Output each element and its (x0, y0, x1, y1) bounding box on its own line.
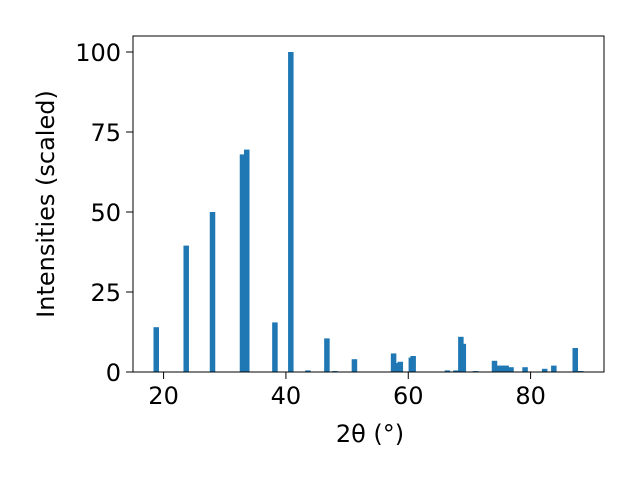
bar (522, 367, 528, 372)
bar (410, 356, 416, 372)
x-axis-label: 2θ (°) (336, 420, 404, 448)
bar (209, 212, 216, 372)
bar (244, 149, 250, 372)
bar (397, 361, 404, 372)
bar (495, 365, 501, 372)
plot-frame (132, 35, 605, 373)
bar (272, 322, 278, 372)
x-tick-label: 80 (515, 382, 546, 410)
bar (508, 367, 514, 372)
y-tick-label: 75 (90, 119, 121, 147)
bar (503, 365, 509, 372)
x-tick-label: 60 (393, 382, 424, 410)
bars-group (153, 52, 584, 372)
y-axis-ticks: 0 25 50 75 100 (75, 39, 133, 387)
bar (390, 353, 397, 372)
y-tick-label: 25 (90, 279, 121, 307)
bar (183, 245, 189, 372)
bar (324, 338, 330, 372)
y-tick-label: 50 (90, 199, 121, 227)
y-axis-label: Intensities (scaled) (32, 90, 60, 318)
bar (499, 365, 505, 372)
bar (541, 368, 548, 372)
bar (288, 52, 294, 372)
x-tick-label: 20 (148, 382, 179, 410)
bar (453, 370, 459, 372)
bar (351, 359, 358, 372)
bar (153, 327, 159, 372)
bar (572, 348, 579, 372)
bar (444, 370, 451, 372)
bar (460, 343, 467, 372)
y-tick-label: 0 (106, 359, 121, 387)
x-axis-ticks: 20 40 60 80 (148, 372, 546, 410)
y-tick-label: 100 (75, 39, 121, 67)
x-tick-label: 40 (271, 382, 302, 410)
bar (239, 154, 246, 372)
bar (305, 370, 311, 372)
bar (551, 365, 557, 372)
bar (491, 360, 498, 372)
